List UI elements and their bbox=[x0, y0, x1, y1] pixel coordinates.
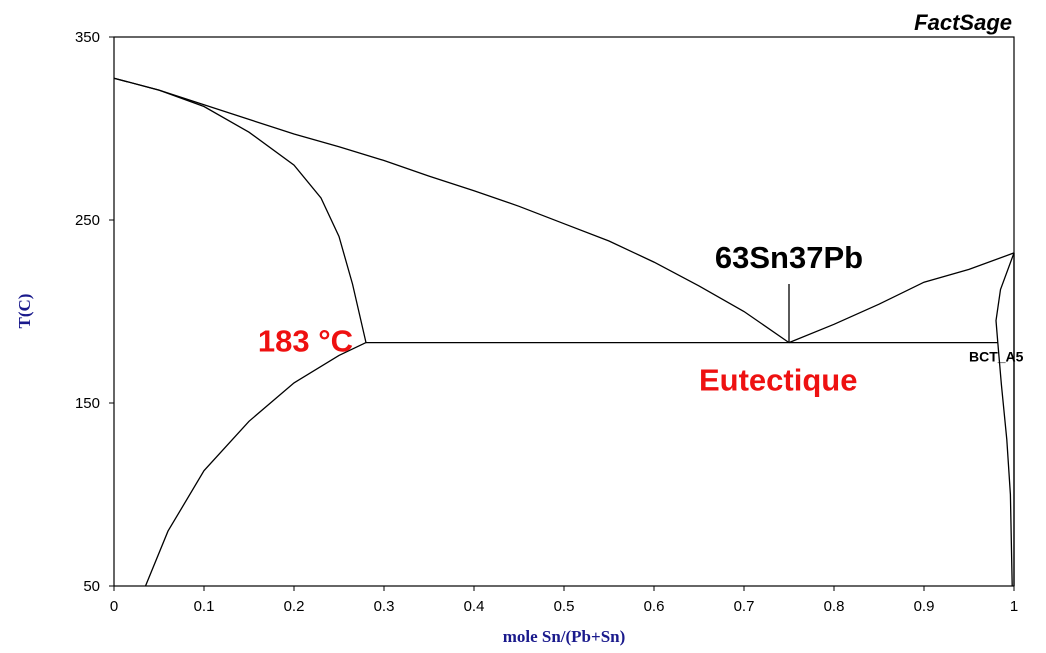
phase-boundaries bbox=[113, 77, 1015, 587]
phase-boundary-0 bbox=[113, 77, 790, 344]
phase-boundary-1 bbox=[788, 252, 1015, 344]
x-axis-label: mole Sn/(Pb+Sn) bbox=[503, 627, 626, 646]
x-tick-label: 0.2 bbox=[284, 598, 305, 615]
x-tick-label: 0.1 bbox=[194, 598, 215, 615]
annotations: 63Sn37Pb 183 °C Eutectique BCT_A5 bbox=[258, 240, 1024, 398]
phase-boundary-2 bbox=[113, 77, 367, 343]
x-tick-label: 0.5 bbox=[554, 598, 575, 615]
annotation-eutectique: Eutectique bbox=[699, 362, 857, 397]
x-tick-label: 0.3 bbox=[374, 598, 395, 615]
annotation-183-c: 183 °C bbox=[258, 324, 353, 359]
phase-boundary-6 bbox=[997, 342, 1013, 587]
x-tick-label: 0.7 bbox=[734, 598, 755, 615]
x-tick-label: 0.4 bbox=[464, 598, 485, 615]
x-tick-label: 0.6 bbox=[644, 598, 665, 615]
phase-boundary-5 bbox=[995, 252, 1015, 343]
y-tick-label: 250 bbox=[75, 212, 100, 229]
x-tick-label: 0.8 bbox=[824, 598, 845, 615]
y-tick-label: 150 bbox=[75, 395, 100, 412]
x-tick-label: 1 bbox=[1010, 598, 1018, 615]
brand-label: FactSage bbox=[914, 10, 1012, 35]
x-tick-label: 0 bbox=[110, 598, 118, 615]
y-tick-label: 50 bbox=[83, 578, 100, 595]
x-tick-label: 0.9 bbox=[914, 598, 935, 615]
annotation-bct-a5: BCT_A5 bbox=[969, 348, 1024, 364]
phase-boundary-3 bbox=[144, 342, 367, 587]
annotation-63sn37pb: 63Sn37Pb bbox=[715, 240, 863, 275]
y-tick-label: 350 bbox=[75, 29, 100, 46]
y-axis-label: T(C) bbox=[15, 294, 34, 329]
